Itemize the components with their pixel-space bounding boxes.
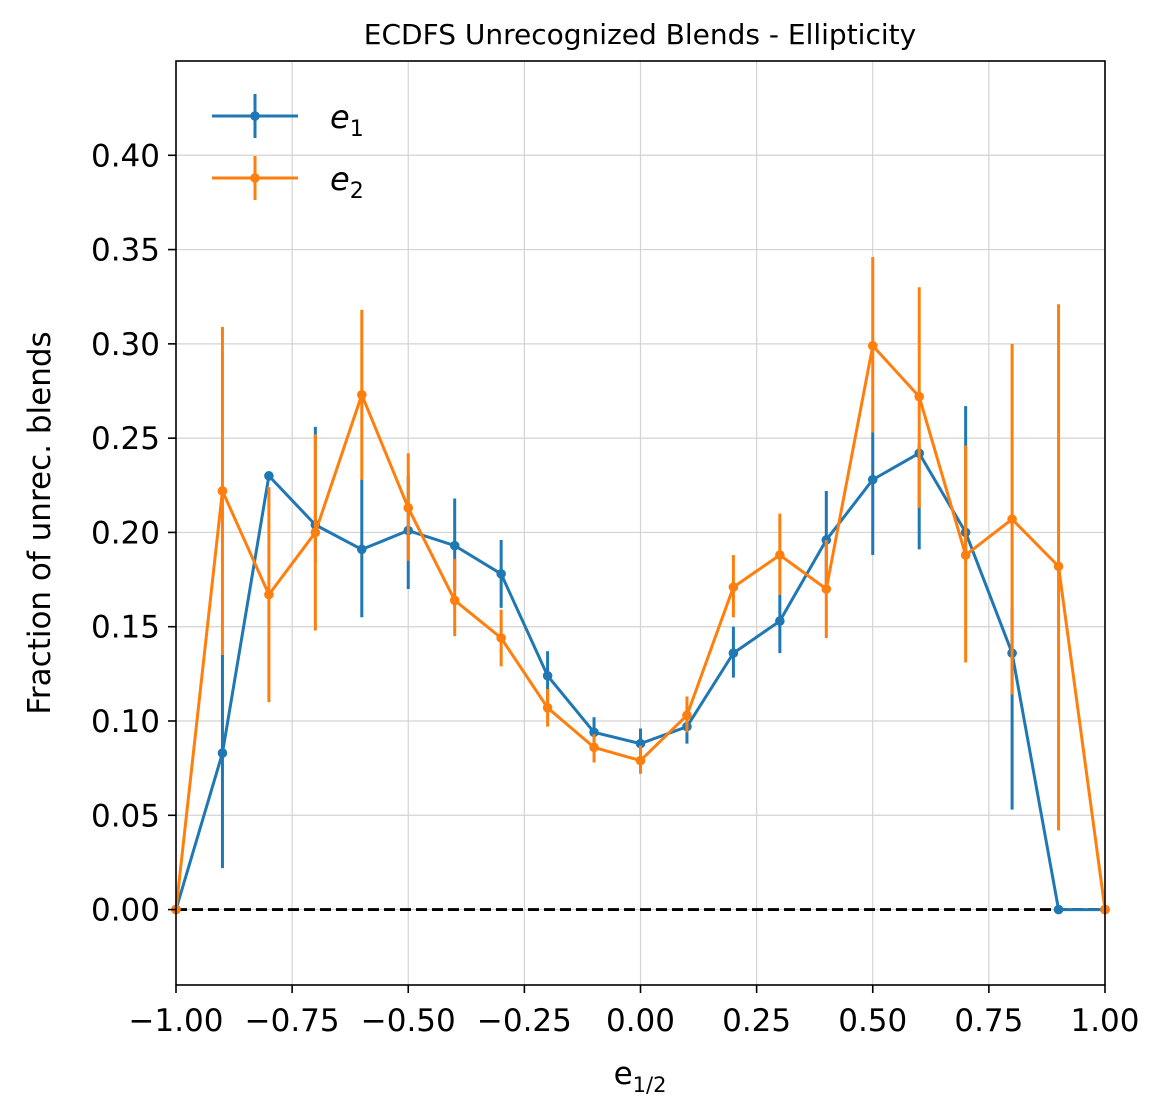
- x-tick-label: −1.00: [129, 1003, 224, 1039]
- x-tick-label: 1.00: [1070, 1003, 1139, 1039]
- y-tick-label: 0.20: [91, 515, 160, 551]
- y-tick-label: 0.30: [91, 327, 160, 363]
- data-point: [682, 710, 692, 721]
- legend-marker: [250, 173, 260, 183]
- data-point: [264, 471, 274, 481]
- data-point: [542, 703, 553, 713]
- x-axis-label-sub: 1/2: [633, 1073, 667, 1097]
- data-point: [728, 648, 739, 658]
- x-axis-label-main: e: [614, 1056, 633, 1092]
- data-point: [589, 742, 599, 753]
- legend-label-main: e: [330, 160, 350, 198]
- data-point: [867, 340, 878, 351]
- data-point: [1053, 561, 1064, 572]
- data-point: [449, 540, 460, 551]
- data-point: [821, 584, 832, 594]
- data-point: [264, 589, 274, 600]
- data-point: [1007, 514, 1017, 525]
- x-tick-label: −0.75: [245, 1003, 340, 1039]
- data-point: [217, 748, 228, 758]
- y-tick-label: 0.35: [91, 233, 160, 269]
- chart-title: ECDFS Unrecognized Blends - Ellipticity: [364, 18, 916, 51]
- data-point: [589, 727, 599, 738]
- data-point: [403, 503, 414, 513]
- y-tick-label: 0.00: [91, 893, 160, 929]
- x-tick-label: 0.50: [838, 1003, 907, 1039]
- data-point: [867, 474, 878, 485]
- x-tick-label: 0.00: [606, 1003, 675, 1039]
- x-tick-label: 0.75: [954, 1003, 1023, 1039]
- legend-label: e2: [330, 160, 364, 204]
- data-point: [217, 486, 228, 496]
- data-point: [310, 527, 321, 538]
- data-point: [635, 755, 646, 766]
- x-tick-label: −0.25: [477, 1003, 572, 1039]
- data-point: [1053, 904, 1064, 915]
- y-tick-label: 0.05: [91, 798, 160, 834]
- data-point: [496, 633, 506, 643]
- data-point: [496, 569, 506, 579]
- y-tick-label: 0.25: [91, 421, 160, 457]
- legend-label-sub: 1: [350, 117, 364, 142]
- data-point: [775, 550, 785, 560]
- y-tick-label: 0.10: [91, 704, 160, 740]
- legend-entry: e2: [212, 156, 364, 204]
- legend-entry: e1: [212, 94, 364, 142]
- x-tick-label: 0.25: [722, 1003, 791, 1039]
- x-tick-label: −0.50: [361, 1003, 456, 1039]
- data-point: [357, 544, 367, 555]
- legend-label-sub: 2: [350, 179, 364, 204]
- data-point: [357, 389, 367, 400]
- legend-label: e1: [330, 98, 364, 142]
- data-point: [635, 738, 646, 749]
- legend-label-main: e: [330, 98, 350, 136]
- data-point: [914, 391, 924, 402]
- x-axis-ticks: −1.00 −0.75 −0.50 −0.25 0.00 0.25 0.50 0.75 1.00: [129, 985, 1140, 1039]
- y-axis-ticks: 0.00 0.05 0.10 0.15 0.20 0.25 0.30 0.35 0.40: [91, 138, 176, 929]
- data-point: [960, 550, 971, 560]
- grid: [175, 61, 1106, 985]
- data-point: [449, 595, 460, 606]
- series-e2: [171, 257, 1110, 915]
- x-axis-label: e1/2: [614, 1056, 667, 1097]
- data-point: [775, 616, 785, 626]
- data-point: [542, 670, 553, 681]
- y-tick-label: 0.15: [91, 610, 160, 646]
- y-axis-label: Fraction of unrec. blends: [22, 331, 58, 714]
- y-tick-label: 0.40: [91, 138, 160, 174]
- series-layer: [171, 257, 1110, 915]
- data-point: [728, 582, 739, 592]
- legend-marker: [250, 111, 260, 121]
